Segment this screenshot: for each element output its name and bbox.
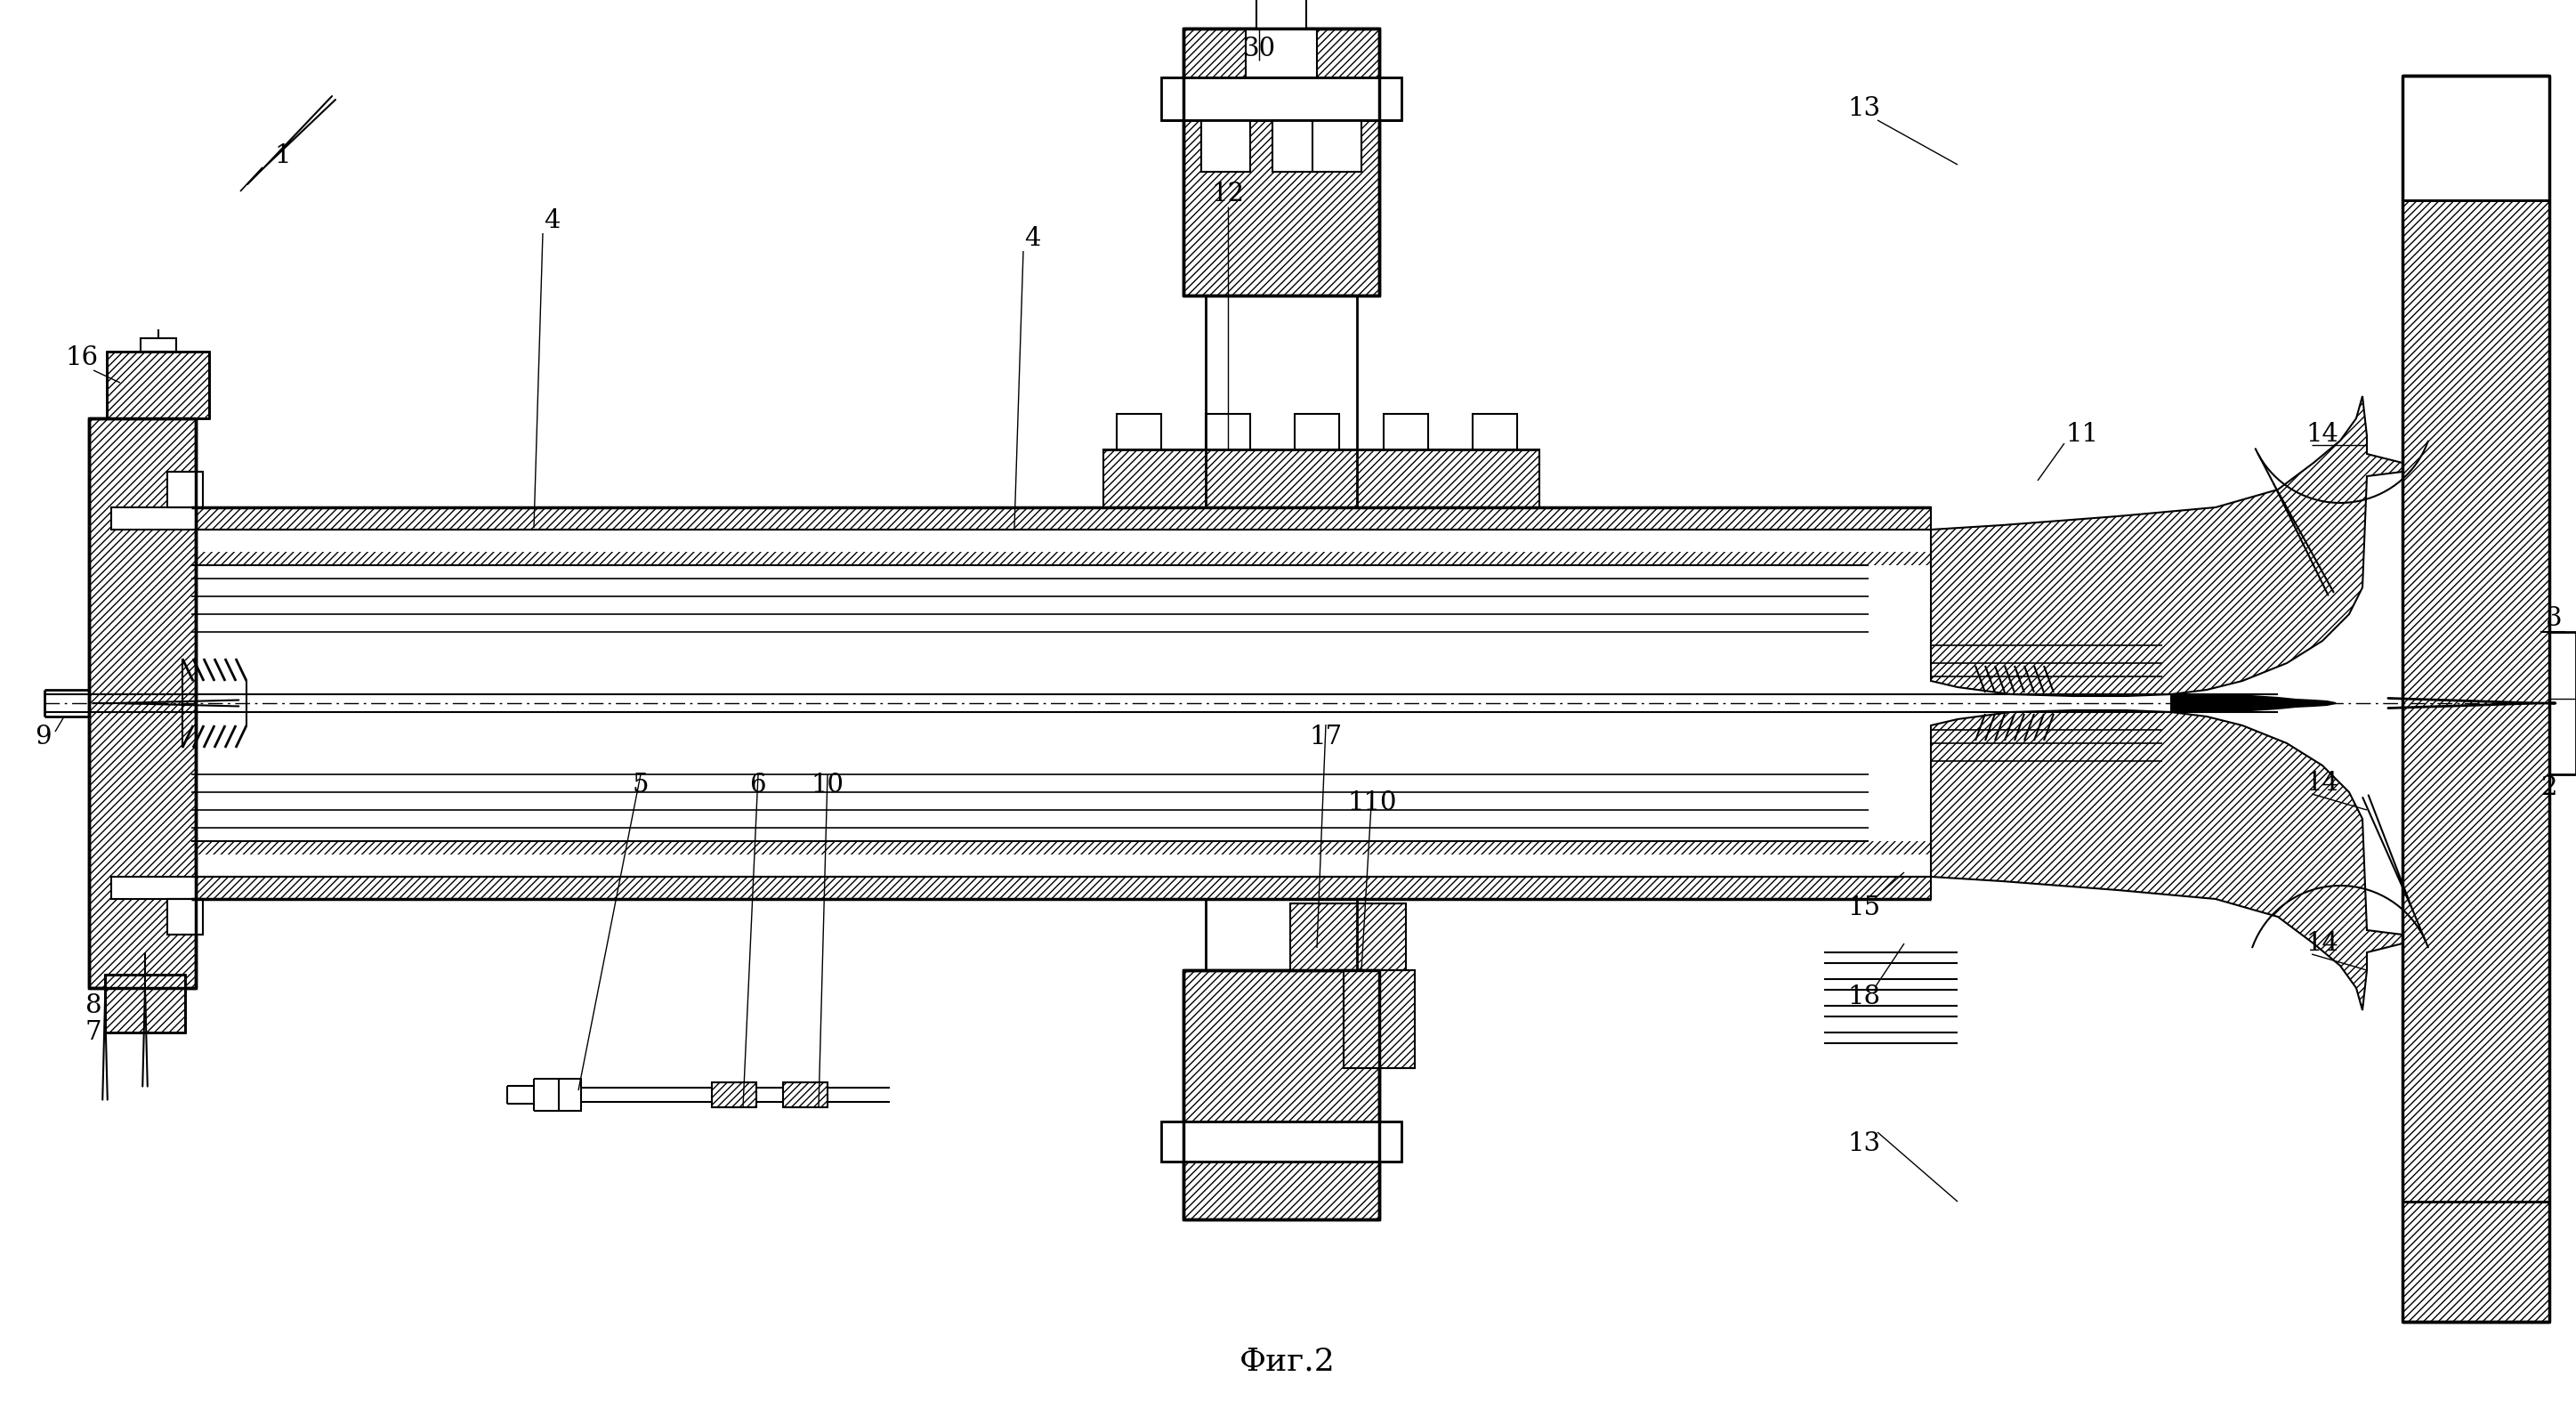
Text: 5: 5 (634, 772, 649, 797)
Bar (711, 1082, 757, 1107)
Bar (191, 552, 1932, 565)
Text: 4: 4 (544, 209, 559, 234)
Bar (1182, 971, 1378, 1219)
Text: 15: 15 (1847, 896, 1880, 920)
Bar (167, 472, 204, 507)
Bar (191, 507, 1932, 530)
Bar (191, 876, 1932, 899)
Bar (1200, 120, 1249, 172)
Bar (111, 507, 196, 530)
Bar (2403, 76, 2473, 200)
Text: 16: 16 (64, 345, 98, 371)
Text: 12: 12 (1211, 182, 1244, 207)
Text: 30: 30 (1242, 37, 1275, 62)
Bar (2403, 76, 2550, 1322)
Bar (1162, 1122, 1401, 1161)
Text: 17: 17 (1309, 724, 1342, 750)
Text: Фиг.2: Фиг.2 (1239, 1347, 1334, 1377)
Polygon shape (1932, 710, 2403, 1010)
Text: 4: 4 (1023, 225, 1041, 251)
Bar (1291, 903, 1406, 971)
Text: 13: 13 (1847, 96, 1880, 121)
Bar (1206, 414, 1249, 449)
Text: 1: 1 (276, 144, 291, 168)
Text: 6: 6 (750, 772, 768, 797)
Bar (1182, 28, 1378, 296)
Bar (1257, 0, 1306, 28)
Bar (106, 975, 185, 1033)
Text: 7: 7 (85, 1020, 100, 1045)
Bar (1473, 414, 1517, 449)
Text: 14: 14 (2306, 771, 2339, 796)
Polygon shape (2172, 695, 2336, 712)
Bar (1103, 449, 1540, 507)
Bar (167, 899, 204, 934)
Bar (1383, 414, 1427, 449)
Bar (191, 841, 1932, 854)
Text: 10: 10 (811, 772, 845, 797)
Bar (559, 1079, 582, 1110)
Bar (1311, 120, 1360, 172)
Text: 9: 9 (33, 724, 52, 750)
Text: 18: 18 (1847, 985, 1880, 1009)
Text: 14: 14 (2306, 931, 2339, 955)
Bar (1162, 77, 1401, 120)
Bar (2403, 76, 2550, 1322)
Text: 13: 13 (1847, 1131, 1880, 1157)
Bar (1206, 296, 1358, 507)
Text: 110: 110 (1347, 790, 1396, 816)
Text: 14: 14 (2306, 421, 2339, 447)
Bar (1118, 414, 1162, 449)
Bar (90, 418, 196, 988)
Bar (142, 338, 175, 352)
Bar (2403, 1202, 2550, 1322)
Bar (1273, 120, 1321, 172)
Polygon shape (1932, 396, 2403, 696)
Text: 3: 3 (2545, 606, 2563, 631)
Bar (1296, 414, 1340, 449)
Bar (783, 1082, 827, 1107)
Text: 11: 11 (2066, 421, 2099, 447)
Bar (2403, 76, 2550, 200)
Bar (111, 876, 196, 899)
Text: 8: 8 (85, 993, 100, 1019)
Bar (1247, 28, 1316, 77)
Bar (106, 352, 209, 418)
Text: 2: 2 (2540, 775, 2558, 800)
Bar (1345, 971, 1414, 1068)
